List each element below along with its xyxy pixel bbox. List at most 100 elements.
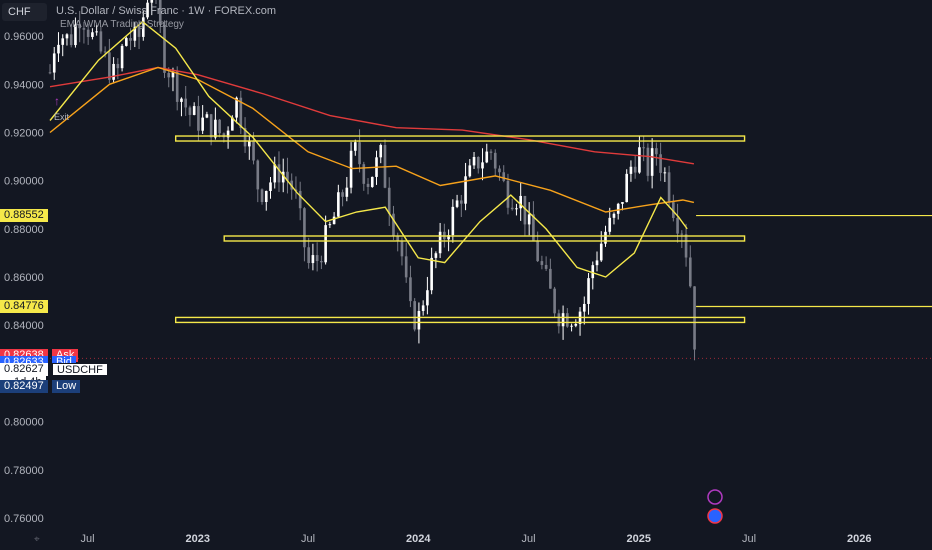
candle-body: [175, 71, 179, 102]
candle-body: [328, 224, 332, 226]
candle-body: [353, 142, 357, 151]
candle-body: [646, 147, 650, 176]
candle-body: [468, 165, 472, 177]
candle-body: [95, 31, 98, 33]
candle-body: [192, 106, 196, 115]
support-band: [174, 316, 746, 324]
candle-body: [315, 255, 319, 261]
price-badge-tag: USDCHF: [52, 363, 108, 377]
candle-body: [86, 29, 90, 37]
candle-body: [498, 168, 501, 173]
candle-body: [337, 192, 340, 217]
candle-body: [273, 164, 277, 183]
candle-body: [540, 261, 544, 265]
candle-body: [464, 176, 467, 204]
candle-body: [629, 166, 633, 174]
candle-body: [133, 26, 137, 41]
candle-body: [595, 260, 599, 266]
candle-body: [91, 32, 94, 37]
candle-body: [167, 72, 171, 78]
y-tick-label: 0.86000: [4, 272, 44, 284]
candle-body: [358, 142, 361, 165]
candle-body: [523, 195, 527, 225]
candle-body: [633, 166, 637, 173]
candle-body: [349, 150, 353, 188]
chart-title: U.S. Dollar / Swiss Franc · 1W · FOREX.c…: [56, 5, 277, 17]
symbol-search-box[interactable]: CHF: [2, 3, 47, 21]
candle-body: [82, 28, 86, 30]
candle-body: [197, 106, 200, 131]
candle-body: [621, 202, 624, 204]
flag-icon: [707, 508, 723, 524]
event-icons: [707, 489, 723, 524]
candle-body: [688, 257, 692, 287]
x-tick-label: 2023: [185, 533, 209, 545]
candle-body: [417, 310, 421, 330]
candle-body: [214, 119, 217, 138]
candle-body: [256, 160, 260, 190]
y-tick-label: 0.76000: [4, 513, 44, 525]
candle-body: [74, 24, 77, 46]
candle-body: [544, 264, 548, 269]
candle-body: [226, 130, 230, 138]
candle-body: [460, 200, 463, 204]
candle-body: [260, 189, 264, 203]
candle-body: [366, 183, 370, 187]
candle-body: [243, 128, 247, 147]
price-badge: 0.88552: [0, 209, 48, 223]
candle-body: [549, 268, 552, 289]
candle-body: [120, 45, 124, 69]
candle-body: [616, 203, 620, 214]
candle-body: [413, 301, 416, 330]
x-tick-label: 2026: [847, 533, 871, 545]
exit-label: Exit: [54, 112, 70, 122]
lightning-icon: [707, 489, 723, 505]
candle-body: [264, 190, 268, 203]
candle-body: [387, 187, 391, 214]
candle-body: [235, 97, 238, 118]
y-tick-label: 0.94000: [4, 79, 44, 91]
candle-body: [281, 171, 285, 183]
candle-body: [180, 98, 183, 102]
candle-body: [277, 164, 281, 183]
candle-body: [171, 71, 175, 78]
candle-body: [587, 278, 590, 304]
x-tick-label: Jul: [742, 533, 756, 545]
candle-body: [489, 151, 493, 153]
candle-body: [527, 214, 531, 225]
candle-body: [430, 257, 433, 291]
candle-body: [409, 277, 412, 302]
candle-body: [515, 208, 518, 210]
candle-body: [379, 145, 383, 158]
candle-body: [506, 180, 510, 208]
price-badge: 0.82627: [0, 363, 48, 377]
x-tick-label: 2025: [626, 533, 650, 545]
candle-body: [493, 152, 497, 169]
candle-body: [519, 195, 522, 209]
candle-body: [481, 162, 484, 169]
candle-body: [184, 98, 188, 108]
strategy-label[interactable]: EMA WMA Trading Strategy: [60, 19, 184, 30]
candle-body: [69, 34, 73, 46]
candle-body: [421, 305, 425, 311]
candle-body: [553, 288, 556, 314]
candle-body: [570, 325, 573, 327]
candle-body: [532, 214, 535, 241]
y-tick-label: 0.80000: [4, 417, 44, 429]
candle-body: [141, 17, 145, 37]
candle-body: [642, 147, 645, 149]
candle-body: [137, 26, 141, 37]
candle-body: [659, 154, 662, 173]
candle-body: [188, 107, 192, 115]
candle-body: [129, 38, 132, 41]
candle-body: [320, 260, 323, 263]
candle-body: [536, 240, 539, 262]
candle-body: [65, 34, 69, 39]
candle-body: [201, 117, 204, 131]
candle-body: [582, 303, 586, 312]
candle-body: [655, 148, 658, 155]
candle-body: [370, 176, 374, 187]
candle-body: [608, 217, 612, 232]
candle-body: [591, 265, 595, 279]
